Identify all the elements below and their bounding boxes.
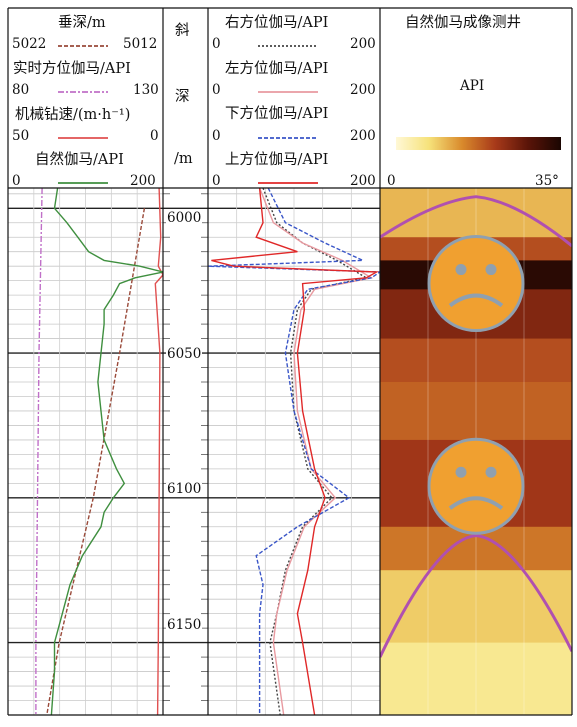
gr-right-scale: 200 [130, 173, 156, 189]
depth-title-3: /m [174, 151, 193, 167]
image-band-8 [380, 570, 572, 644]
track2-curve-left [258, 188, 374, 715]
azi-right-scale: 130 [133, 82, 159, 98]
image-track-title: 自然伽马成像测井 [405, 15, 521, 31]
track1-curve-tvd [46, 208, 146, 715]
face-bottom-mouth [448, 496, 504, 510]
track2-curve-right [262, 188, 369, 715]
down-gr-left-scale: 0 [212, 128, 221, 144]
face-top-right-eye [485, 264, 497, 276]
colorbar-max: 35° [535, 173, 559, 189]
tvd-label: 垂深/m [58, 15, 106, 31]
face-top-icon [427, 235, 525, 333]
track2-curve-down [208, 188, 380, 715]
gr-label: 自然伽马/API [35, 152, 124, 168]
gr-left-scale: 0 [12, 173, 21, 189]
depth-tick-label-6150: 6150 [166, 617, 203, 633]
depth-tick-label-6000: 6000 [166, 210, 203, 226]
depth-tick-label-6050: 6050 [166, 346, 203, 362]
image-colorbar [396, 137, 561, 150]
depth-title-1: 斜 [175, 23, 190, 39]
face-bottom-right-eye [485, 466, 497, 478]
track1-curve-azi [35, 188, 43, 715]
down-gr-right-scale: 200 [350, 128, 376, 144]
up-gr-label: 上方位伽马/API [225, 152, 329, 168]
face-top-left-eye [455, 264, 467, 276]
track1-curve-gr [50, 188, 163, 715]
image-band-9 [380, 642, 572, 715]
image-band-4 [380, 338, 572, 383]
rop-left-scale: 50 [12, 128, 30, 144]
left-gr-label: 左方位伽马/API [225, 61, 329, 77]
left-gr-right-scale: 200 [350, 82, 376, 98]
rop-right-scale: 0 [150, 128, 159, 144]
right-gr-right-scale: 200 [350, 36, 376, 52]
right-gr-label: 右方位伽马/API [225, 15, 329, 31]
right-gr-left-scale: 0 [212, 36, 221, 52]
colorbar-min: 0 [387, 173, 396, 189]
face-top-mouth [448, 293, 504, 308]
face-bottom-icon [427, 437, 525, 535]
tvd-left-scale: 5022 [12, 36, 47, 52]
down-gr-label: 下方位伽马/API [225, 106, 329, 122]
image-upper-arch [380, 195, 572, 248]
depth-tick-label-6100: 6100 [166, 481, 203, 497]
tvd-right-scale: 5012 [123, 36, 158, 52]
image-lower-arch [380, 533, 572, 658]
up-gr-right-scale: 200 [350, 173, 376, 189]
image-unit: API [460, 78, 485, 94]
track2-curve-up [211, 188, 380, 715]
rop-label: 机械钻速/(m·h⁻¹) [15, 107, 131, 123]
depth-title-2: 深 [175, 89, 190, 105]
left-gr-left-scale: 0 [212, 82, 221, 98]
up-gr-left-scale: 0 [212, 173, 221, 189]
azi-left-scale: 80 [12, 82, 30, 98]
track1-curve-rop [154, 188, 163, 715]
image-band-5 [380, 382, 572, 441]
face-bottom-left-eye [455, 466, 467, 478]
azi-label: 实时方位伽马/API [13, 61, 131, 77]
